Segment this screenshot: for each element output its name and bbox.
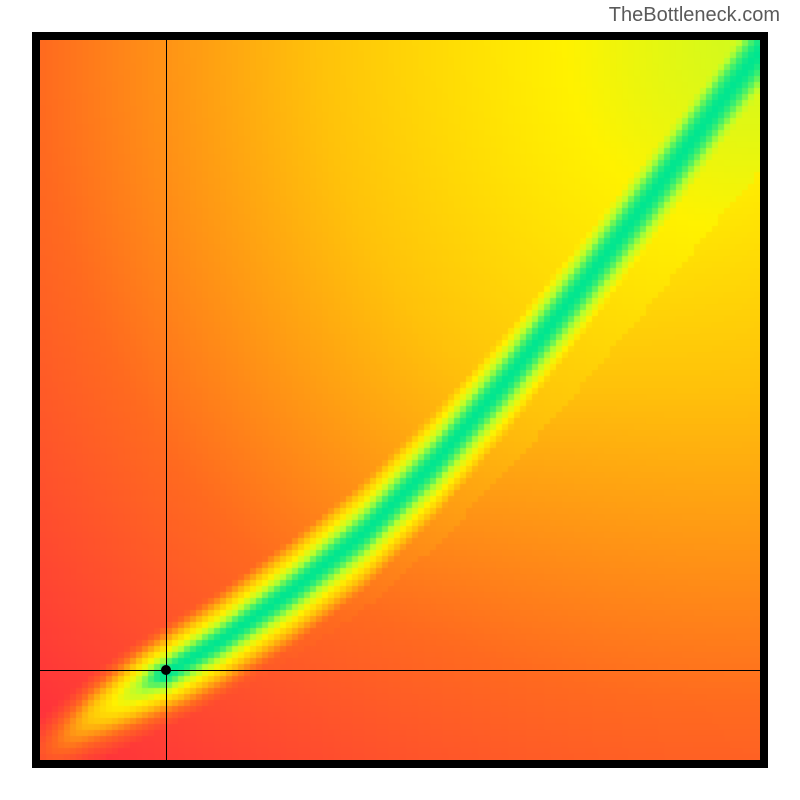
marker-dot (161, 665, 171, 675)
chart-frame (32, 32, 768, 768)
plot-area (40, 40, 760, 760)
attribution-text: TheBottleneck.com (609, 4, 780, 27)
crosshair-vertical (166, 40, 167, 760)
crosshair-horizontal (40, 670, 760, 671)
heatmap-canvas (40, 40, 760, 760)
